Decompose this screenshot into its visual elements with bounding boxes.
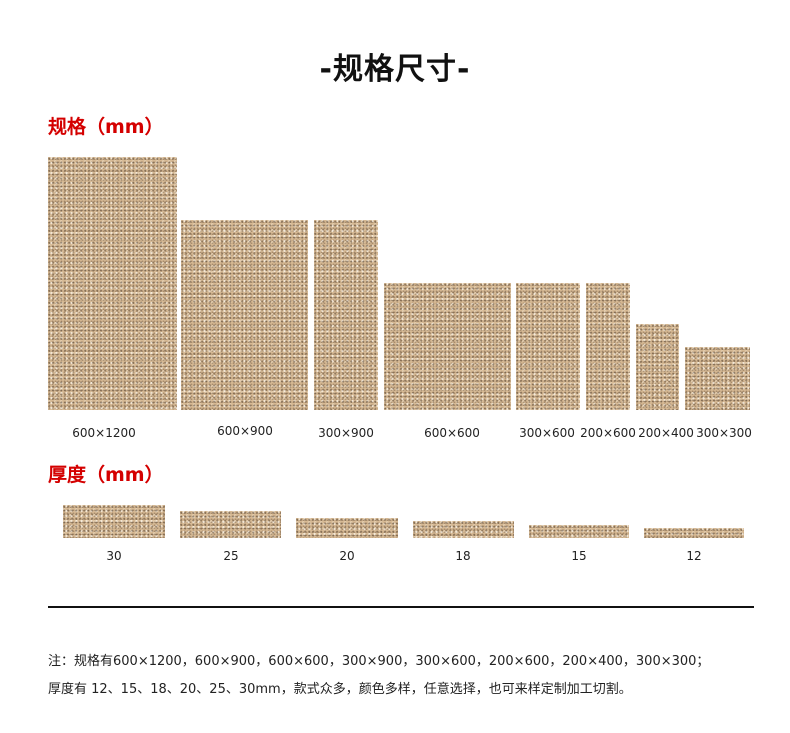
tile-300x300 xyxy=(685,347,750,410)
tile-600x900 xyxy=(181,220,308,410)
thickness-bar-12 xyxy=(644,528,744,538)
thickness-label: 12 xyxy=(686,549,702,563)
divider xyxy=(48,606,754,608)
thickness-bar-20 xyxy=(296,518,398,538)
spec-label: 300×600 xyxy=(519,426,575,440)
thickness-heading: 厚度（mm） xyxy=(48,464,164,486)
note-line-2: 厚度有 12、15、18、20、25、30mm，款式众多，颜色多样，任意选择，也… xyxy=(48,682,632,697)
tile-600x1200 xyxy=(48,157,177,410)
note-line-1: 注：规格有600×1200，600×900，600×600，300×900，30… xyxy=(48,654,710,669)
thickness-label: 20 xyxy=(339,549,355,563)
tile-200x600 xyxy=(586,283,630,410)
tile-300x600 xyxy=(516,283,580,410)
spec-label: 600×600 xyxy=(424,426,480,440)
spec-label: 200×600 xyxy=(580,426,636,440)
thickness-label: 30 xyxy=(106,549,122,563)
thickness-bar-30 xyxy=(63,505,165,538)
spec-label: 300×900 xyxy=(318,426,374,440)
spec-heading: 规格（mm） xyxy=(48,116,164,138)
thickness-label: 15 xyxy=(571,549,587,563)
spec-label: 300×300 xyxy=(696,426,752,440)
thickness-label: 18 xyxy=(455,549,471,563)
tile-200x400 xyxy=(636,324,679,410)
spec-label: 200×400 xyxy=(638,426,694,440)
tile-300x900 xyxy=(314,220,378,410)
thickness-bar-25 xyxy=(180,511,281,538)
tile-600x600 xyxy=(384,283,511,410)
thickness-label: 25 xyxy=(223,549,239,563)
page-title: -规格尺寸- xyxy=(319,52,471,87)
spec-label: 600×900 xyxy=(217,424,273,438)
thickness-bar-15 xyxy=(529,525,629,538)
spec-label: 600×1200 xyxy=(72,426,136,440)
thickness-bar-18 xyxy=(413,521,514,538)
